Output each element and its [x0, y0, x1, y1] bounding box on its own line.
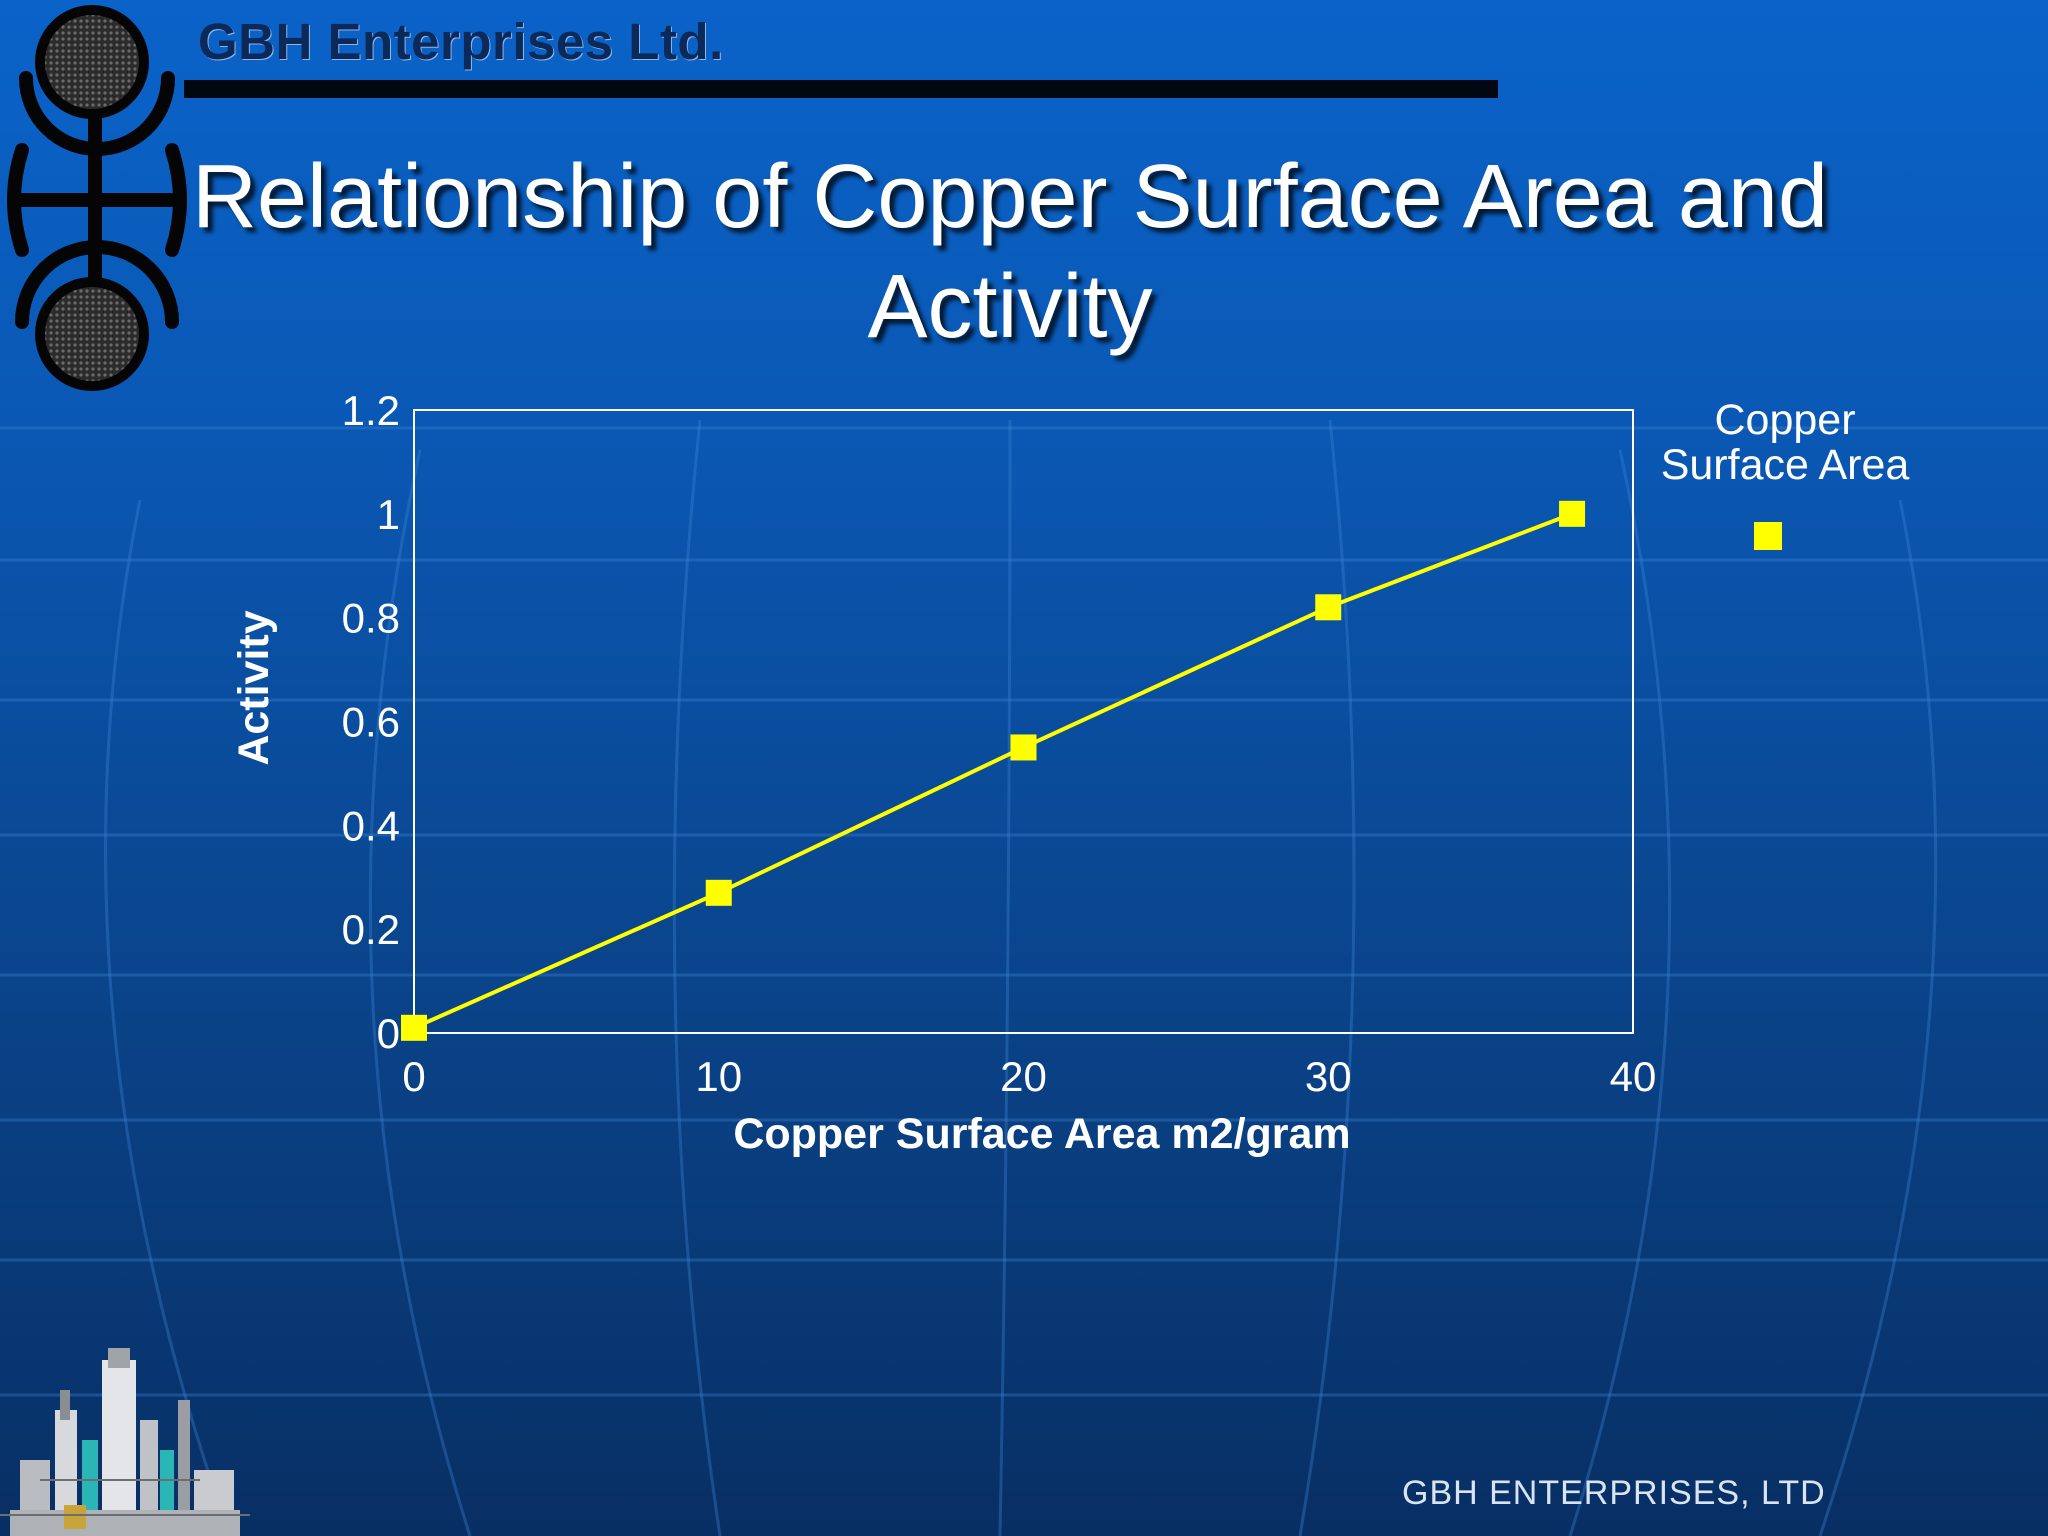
header-rule — [184, 80, 1498, 98]
x-tick-label: 10 — [695, 1053, 742, 1100]
y-tick-label: 1.2 — [342, 387, 400, 434]
data-point — [1010, 734, 1037, 761]
y-tick-label: 0.4 — [342, 802, 400, 849]
x-tick-label: 30 — [1305, 1053, 1352, 1100]
series-line — [413, 511, 1573, 1030]
y-tick-label: 0 — [377, 1010, 400, 1057]
y-tick-labels: 0 0.2 0.4 0.6 0.8 1 1.2 — [342, 387, 400, 1057]
gbh-logo-icon — [7, 5, 187, 391]
x-tick-label: 20 — [1000, 1053, 1047, 1100]
plot-area — [413, 409, 1634, 1034]
slide-title-line-1: Relationship of Copper Surface Area and — [191, 147, 1829, 247]
x-tick-label: 0 — [402, 1053, 425, 1100]
data-point — [705, 879, 732, 906]
series-points — [401, 500, 1586, 1041]
slide-title-line-2: Activity — [867, 257, 1153, 357]
y-tick-label: 0.6 — [342, 699, 400, 746]
yellow-square-marker-icon — [1754, 522, 1782, 550]
y-tick-label: 1 — [377, 491, 400, 538]
y-tick-label: 0.2 — [342, 906, 400, 953]
company-name: GBH Enterprises Ltd. — [198, 13, 724, 70]
legend-label: Copper Surface Area — [1660, 396, 1910, 489]
footer-company: GBH ENTERPRISES, LTD — [1402, 1474, 1826, 1512]
data-point — [401, 1014, 427, 1041]
x-tick-labels: 0 10 20 30 40 — [402, 1053, 1656, 1100]
slide-title: Relationship of Copper Surface Area and … — [140, 142, 1880, 362]
y-axis-label: Activity — [230, 610, 278, 765]
refinery-illustration-icon — [0, 1348, 250, 1536]
x-tick-label: 40 — [1610, 1053, 1657, 1100]
y-tick-label: 0.8 — [342, 595, 400, 642]
data-point — [1559, 500, 1586, 527]
x-axis-label: Copper Surface Area m2/gram — [733, 1110, 1350, 1158]
data-point — [1315, 594, 1342, 621]
